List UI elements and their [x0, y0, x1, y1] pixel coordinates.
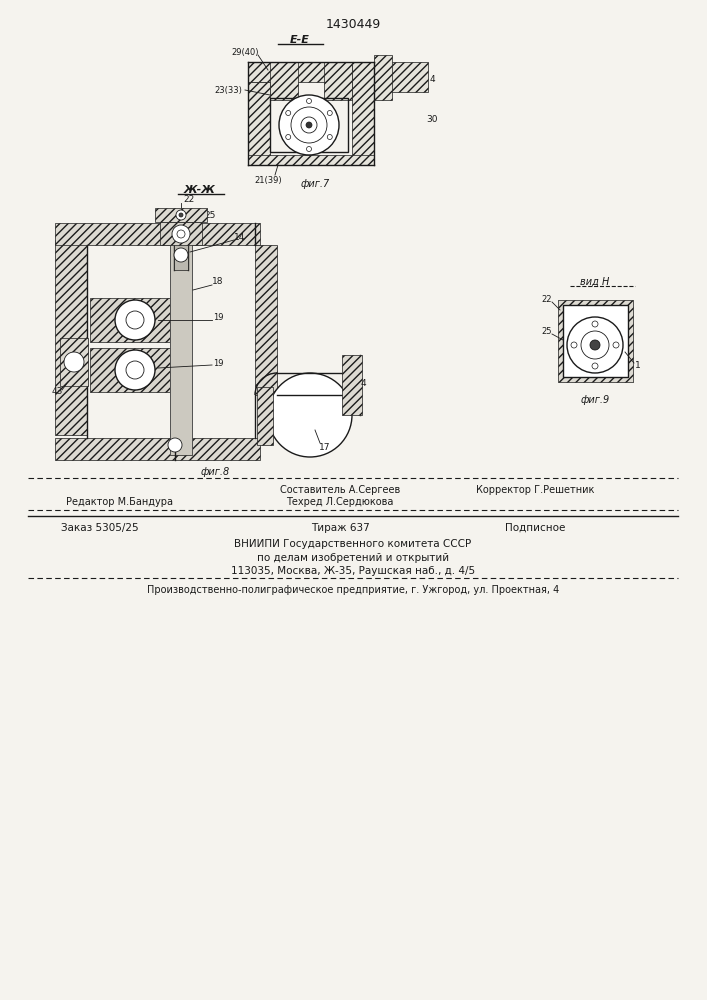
- Circle shape: [327, 134, 332, 139]
- Text: 43: 43: [52, 387, 63, 396]
- Circle shape: [286, 110, 291, 115]
- Circle shape: [268, 373, 352, 457]
- Circle shape: [581, 331, 609, 359]
- Text: ВНИИПИ Государственного комитета СССР: ВНИИПИ Государственного комитета СССР: [235, 539, 472, 549]
- Text: 14: 14: [234, 233, 246, 242]
- Text: Производственно-полиграфическое предприятие, г. Ужгород, ул. Проектная, 4: Производственно-полиграфическое предприя…: [147, 585, 559, 595]
- Text: 18: 18: [212, 277, 223, 286]
- Text: 17: 17: [320, 442, 331, 452]
- Circle shape: [174, 248, 188, 262]
- Bar: [55, 438, 260, 460]
- Text: 19: 19: [213, 314, 223, 322]
- Text: 25: 25: [204, 211, 216, 220]
- Bar: [174, 220, 188, 270]
- Bar: [60, 338, 88, 386]
- Text: Редактор М.Бандура: Редактор М.Бандура: [66, 497, 173, 507]
- Bar: [270, 62, 298, 100]
- Text: 19: 19: [213, 359, 223, 367]
- Circle shape: [179, 213, 183, 217]
- Circle shape: [286, 134, 291, 139]
- Text: по делам изобретений и открытий: по делам изобретений и открытий: [257, 553, 449, 563]
- Circle shape: [177, 230, 185, 238]
- Circle shape: [291, 107, 327, 143]
- Bar: [390, 62, 428, 92]
- Circle shape: [306, 122, 312, 128]
- Text: 22: 22: [183, 196, 194, 205]
- Text: Заказ 5305/25: Заказ 5305/25: [62, 523, 139, 533]
- Circle shape: [176, 210, 186, 220]
- Bar: [248, 155, 374, 165]
- Bar: [248, 62, 373, 82]
- Circle shape: [592, 363, 598, 369]
- Circle shape: [327, 110, 332, 115]
- Bar: [270, 98, 348, 152]
- Bar: [324, 62, 352, 100]
- Circle shape: [115, 350, 155, 390]
- Text: 4: 4: [429, 76, 435, 85]
- Text: 22: 22: [542, 296, 552, 304]
- Text: 29(40): 29(40): [231, 47, 259, 56]
- Bar: [170, 220, 192, 455]
- Text: 23(33): 23(33): [214, 86, 242, 95]
- Circle shape: [279, 95, 339, 155]
- Circle shape: [592, 321, 598, 327]
- Text: 1: 1: [635, 360, 641, 369]
- Text: 1430449: 1430449: [325, 18, 380, 31]
- Text: Корректор Г.Решетник: Корректор Г.Решетник: [476, 485, 594, 495]
- Bar: [90, 298, 170, 342]
- Text: 113035, Москва, Ж-35, Раушская наб., д. 4/5: 113035, Москва, Ж-35, Раушская наб., д. …: [231, 566, 475, 576]
- Text: вид Н: вид Н: [580, 277, 609, 287]
- Bar: [257, 387, 273, 445]
- Bar: [160, 222, 202, 245]
- Circle shape: [590, 340, 600, 350]
- Bar: [55, 240, 87, 435]
- Circle shape: [64, 352, 84, 372]
- Bar: [374, 55, 392, 100]
- Circle shape: [571, 342, 577, 348]
- Bar: [248, 82, 270, 157]
- Bar: [563, 305, 628, 377]
- Text: 4: 4: [360, 379, 366, 388]
- Circle shape: [172, 225, 190, 243]
- Bar: [255, 245, 277, 395]
- Text: 25: 25: [542, 328, 552, 336]
- Text: Е-Е: Е-Е: [290, 35, 310, 45]
- Text: Ж-Ж: Ж-Ж: [184, 185, 216, 195]
- Circle shape: [301, 117, 317, 133]
- Circle shape: [567, 317, 623, 373]
- Text: фиг.8: фиг.8: [200, 467, 230, 477]
- Text: фиг.7: фиг.7: [300, 179, 329, 189]
- Text: Составитель А.Сергеев: Составитель А.Сергеев: [280, 485, 400, 495]
- Bar: [342, 355, 362, 415]
- Text: Тираж 637: Тираж 637: [310, 523, 369, 533]
- Circle shape: [126, 361, 144, 379]
- Circle shape: [307, 99, 312, 104]
- Bar: [352, 62, 374, 157]
- Text: Подписное: Подписное: [505, 523, 565, 533]
- Text: 21(39): 21(39): [255, 176, 282, 184]
- Text: 30: 30: [426, 115, 438, 124]
- Circle shape: [115, 300, 155, 340]
- Text: Техред Л.Сердюкова: Техред Л.Сердюкова: [286, 497, 394, 507]
- Bar: [155, 208, 207, 222]
- Circle shape: [168, 438, 182, 452]
- Text: фиг.9: фиг.9: [580, 395, 609, 405]
- Bar: [90, 348, 170, 392]
- Circle shape: [126, 311, 144, 329]
- Circle shape: [613, 342, 619, 348]
- Circle shape: [307, 146, 312, 151]
- Bar: [558, 300, 633, 382]
- Bar: [55, 223, 260, 245]
